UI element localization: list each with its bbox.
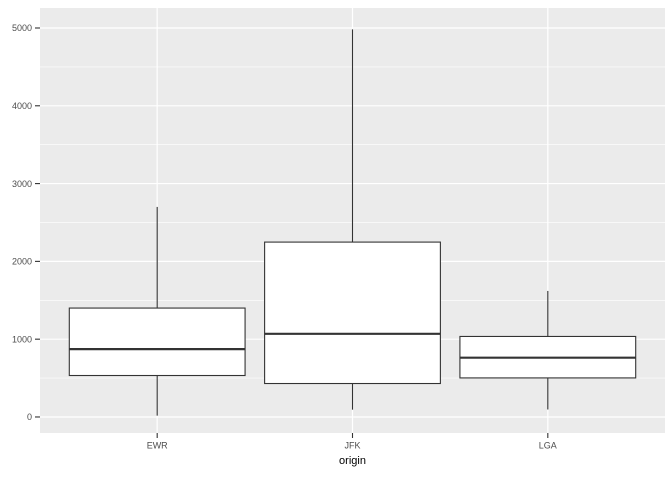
y-tick-label: 2000 <box>12 257 32 267</box>
box-iqr <box>264 241 441 385</box>
box-iqr <box>68 307 246 377</box>
boxplot-ewr <box>68 206 246 416</box>
x-tick-label: LGA <box>539 441 557 451</box>
x-tick-label: JFK <box>344 441 360 451</box>
y-tick-label: 5000 <box>12 23 32 33</box>
y-tick-label: 4000 <box>12 101 32 111</box>
y-tick-label: 3000 <box>12 179 32 189</box>
y-tick-label: 1000 <box>12 334 32 344</box>
boxplot-jfk <box>264 29 441 410</box>
boxplot-lga <box>459 290 637 410</box>
x-tick-label: EWR <box>147 441 168 451</box>
x-axis-title: origin <box>339 455 366 467</box>
y-tick-label: 0 <box>27 412 32 422</box>
